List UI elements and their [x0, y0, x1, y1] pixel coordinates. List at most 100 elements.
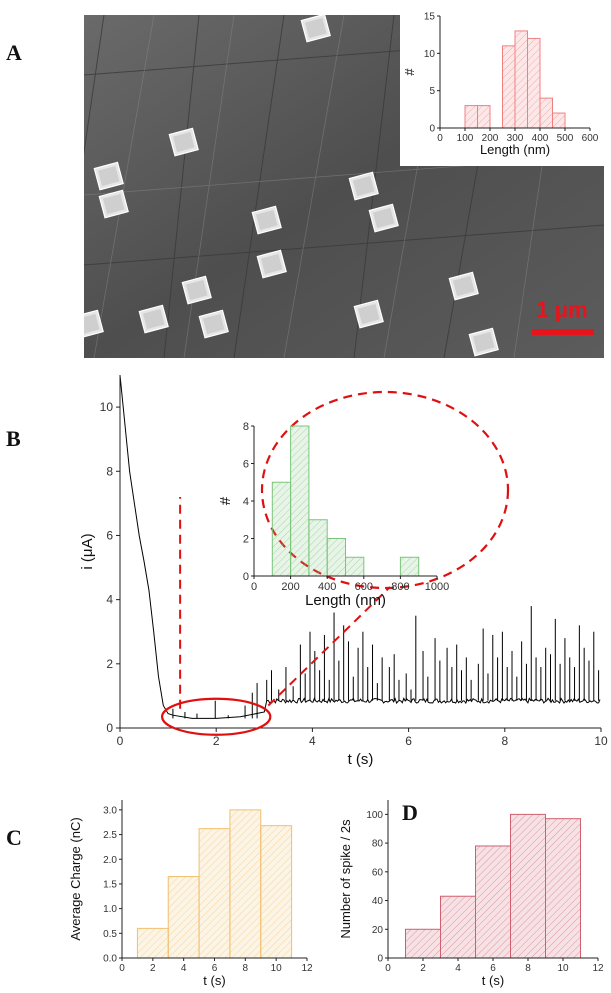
chart-b-plot: 0 2 4 6 8 10 0 2 4 6 8 10 t (s) i (μA) 0 200 400 600 800 10…: [80, 374, 608, 768]
y-tick-label: 4: [243, 496, 249, 508]
y-tick-label: 8: [106, 464, 113, 478]
y-tick-label: 1.0: [103, 904, 117, 915]
histogram-bar: [167, 876, 200, 959]
x-tick-label: 12: [301, 963, 313, 974]
y-tick-label: 20: [372, 925, 384, 936]
y-tick-label: 4: [106, 593, 113, 607]
y-tick-label: 40: [372, 896, 384, 907]
histogram-bar: [477, 105, 491, 129]
chart-a-inset-plot: 0 100 200 300 400 500 600 0 5 10 15 Length (nm) #: [402, 12, 599, 158]
histogram-bar: [290, 425, 310, 577]
histogram-bar: [502, 45, 516, 129]
scale-bar-label: 1 μm: [536, 297, 587, 322]
x-tick-label: 200: [482, 133, 499, 144]
y-tick-label: 0.5: [103, 929, 117, 940]
y-tick-label: 0: [106, 721, 113, 735]
y-tick-label: 0: [243, 571, 249, 583]
x-tick-label: 400: [532, 133, 549, 144]
y-tick-label: 3.0: [103, 805, 117, 816]
y-tick-label: 10: [100, 400, 114, 414]
selection-ellipse: [160, 697, 272, 736]
x-tick-label: 6: [405, 734, 412, 748]
crystal: [84, 309, 104, 339]
x-axis-label: t (s): [203, 973, 225, 988]
crystal: [256, 249, 287, 279]
x-tick-label: 10: [594, 734, 608, 748]
x-tick-label: 10: [271, 963, 283, 974]
y-axis-label: #: [402, 68, 417, 76]
chart-b: 0 2 4 6 8 10 0 2 4 6 8 10 t (s) i (μA) 0 200 400 600 800 10…: [80, 374, 608, 768]
histogram-bar: [326, 538, 346, 577]
histogram-bar: [510, 813, 546, 959]
y-axis-label: Number of spike / 2s: [338, 819, 353, 939]
x-tick-label: 600: [582, 133, 599, 144]
y-tick-label: 0: [429, 124, 435, 135]
histogram-bar: [464, 105, 478, 129]
panel-label-d: D: [402, 800, 418, 825]
y-axis-label: Average Charge (nC): [68, 817, 83, 940]
histogram-bar: [539, 97, 553, 129]
x-tick-label: 100: [457, 133, 474, 144]
y-tick-label: 0.0: [103, 954, 117, 965]
histogram-bar: [229, 809, 262, 959]
y-axis-label: i (μA): [80, 533, 96, 569]
x-tick-label: 0: [119, 963, 125, 974]
x-tick-label: 8: [501, 734, 508, 748]
x-axis-label: t (s): [482, 973, 504, 988]
crystal: [138, 304, 169, 334]
y-tick-label: 60: [372, 867, 384, 878]
histogram-bar: [475, 845, 511, 959]
chart-d: 0 2 4 6 8 10 12 0 20 40 60 80 100 t (s) Number of spik…: [338, 800, 604, 988]
x-tick-label: 8: [525, 963, 531, 974]
crystal: [98, 189, 129, 219]
crystal: [348, 171, 379, 201]
x-tick-label: 400: [318, 581, 336, 593]
y-tick-label: 6: [243, 458, 249, 470]
crystal: [198, 309, 229, 339]
chart-a-inset: 0 100 200 300 400 500 600 0 5 10 15 Length (nm) #: [400, 4, 606, 166]
x-tick-label: 0: [251, 581, 257, 593]
y-tick-label: 2: [243, 533, 249, 545]
zoom-ellipse: [260, 390, 510, 590]
crystal: [181, 275, 212, 305]
x-tick-label: 4: [309, 734, 316, 748]
panel-label-c: C: [6, 825, 22, 850]
x-tick-label: 2: [213, 734, 220, 748]
x-tick-label: 2: [420, 963, 426, 974]
histogram-bar: [136, 927, 169, 959]
histogram-bar: [399, 556, 420, 577]
x-tick-label: 6: [212, 963, 218, 974]
x-tick-label: 10: [557, 963, 569, 974]
x-tick-label: 12: [592, 963, 604, 974]
x-tick-label: 0: [437, 133, 443, 144]
zoom-connector-right: [267, 586, 391, 707]
histogram-bar: [440, 895, 476, 959]
crystal: [353, 299, 384, 329]
crystal: [93, 161, 124, 191]
chart-d-plot: 0 2 4 6 8 10 12 0 20 40 60 80 100 t (s) Number of spik…: [338, 800, 604, 988]
micrograph-crystals: [84, 15, 499, 357]
chart-b-inset: 0 200 400 600 800 1000 0 2 4 6 8 Length (nm) #: [217, 421, 449, 609]
panel-label-b: B: [6, 426, 21, 451]
x-tick-label: 4: [181, 963, 187, 974]
x-axis-label: Length (nm): [305, 592, 386, 609]
crystal: [468, 327, 499, 357]
x-tick-label: 6: [490, 963, 496, 974]
panel-label-a: A: [6, 40, 22, 65]
crystal: [300, 15, 331, 43]
x-tick-label: 500: [557, 133, 574, 144]
histogram-bar: [260, 825, 293, 959]
x-tick-label: 300: [507, 133, 524, 144]
crystal: [168, 127, 199, 157]
y-tick-label: 80: [372, 839, 384, 850]
histogram-bar: [405, 928, 441, 959]
histogram-bar: [552, 112, 566, 129]
histogram-bar: [345, 556, 365, 577]
y-tick-label: 100: [366, 810, 383, 821]
x-tick-label: 0: [385, 963, 391, 974]
crystal: [251, 205, 282, 235]
x-tick-label: 1000: [425, 581, 449, 593]
y-tick-label: 6: [106, 528, 113, 542]
x-tick-label: 4: [455, 963, 461, 974]
x-tick-label: 2: [150, 963, 156, 974]
